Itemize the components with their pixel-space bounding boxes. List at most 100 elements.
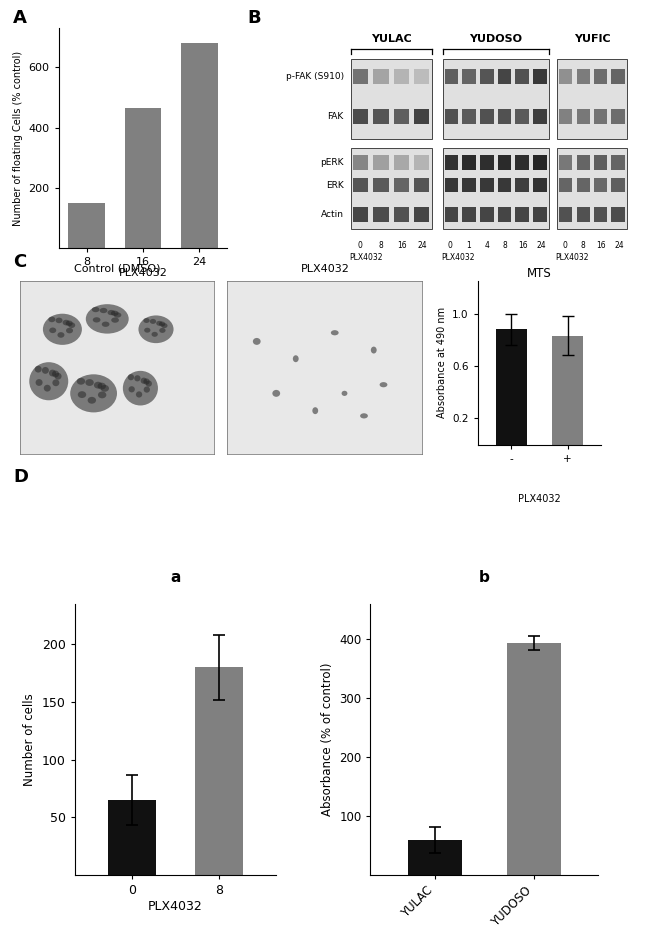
Bar <box>533 155 547 169</box>
Ellipse shape <box>253 338 261 344</box>
Bar <box>559 155 573 169</box>
Ellipse shape <box>62 320 70 326</box>
Text: 0: 0 <box>562 241 567 250</box>
Bar <box>533 69 547 84</box>
Bar <box>373 155 389 169</box>
Bar <box>559 208 573 222</box>
Bar <box>414 208 429 222</box>
Bar <box>463 178 476 193</box>
Bar <box>533 110 547 124</box>
Bar <box>463 208 476 222</box>
Bar <box>577 69 590 84</box>
Text: C: C <box>13 253 26 271</box>
Bar <box>515 155 529 169</box>
Bar <box>181 43 218 248</box>
Bar <box>463 110 476 124</box>
Ellipse shape <box>48 316 55 322</box>
Bar <box>414 178 429 193</box>
Text: 8: 8 <box>580 241 585 250</box>
Ellipse shape <box>52 371 59 377</box>
Bar <box>612 178 625 193</box>
Bar <box>533 178 547 193</box>
Ellipse shape <box>159 321 165 327</box>
Bar <box>373 110 389 124</box>
Text: 1: 1 <box>466 241 471 250</box>
Ellipse shape <box>159 328 166 333</box>
X-axis label: PLX4032: PLX4032 <box>148 900 203 913</box>
Text: PLX4032: PLX4032 <box>518 493 561 504</box>
Bar <box>445 178 458 193</box>
Bar <box>533 208 547 222</box>
Bar <box>443 148 549 229</box>
Text: PLX4032: PLX4032 <box>441 253 474 262</box>
Ellipse shape <box>98 391 107 399</box>
Ellipse shape <box>156 321 162 326</box>
Text: ERK: ERK <box>326 181 344 190</box>
Text: YUFIC: YUFIC <box>573 34 610 44</box>
Text: PLX4032: PLX4032 <box>300 264 350 274</box>
Text: 24: 24 <box>614 241 624 250</box>
X-axis label: PLX4032: PLX4032 <box>118 269 168 278</box>
Ellipse shape <box>42 367 49 373</box>
Bar <box>557 59 627 139</box>
Bar <box>414 69 429 84</box>
Bar <box>559 110 573 124</box>
Bar <box>353 155 369 169</box>
Bar <box>515 110 529 124</box>
Ellipse shape <box>138 315 174 344</box>
Ellipse shape <box>36 379 43 386</box>
Bar <box>445 110 458 124</box>
Bar <box>68 203 105 248</box>
Bar <box>612 69 625 84</box>
Ellipse shape <box>94 382 102 388</box>
Bar <box>496 329 527 445</box>
Ellipse shape <box>49 370 56 376</box>
Bar <box>414 155 429 169</box>
Bar <box>414 110 429 124</box>
Bar <box>594 208 607 222</box>
Bar <box>445 69 458 84</box>
Text: p-FAK (S910): p-FAK (S910) <box>285 72 344 81</box>
Text: 24: 24 <box>418 241 427 250</box>
Ellipse shape <box>68 322 75 328</box>
Ellipse shape <box>341 390 347 396</box>
Bar <box>480 110 493 124</box>
Bar <box>559 69 573 84</box>
Bar <box>393 69 409 84</box>
Text: PLX4032: PLX4032 <box>349 253 383 262</box>
Text: 8: 8 <box>502 241 507 250</box>
Text: A: A <box>13 9 27 27</box>
Ellipse shape <box>380 382 387 388</box>
Ellipse shape <box>144 328 150 332</box>
Ellipse shape <box>88 397 96 403</box>
Ellipse shape <box>144 318 150 323</box>
Ellipse shape <box>151 332 158 337</box>
Bar <box>195 667 243 875</box>
Ellipse shape <box>66 328 73 333</box>
Text: FAK: FAK <box>328 112 344 121</box>
Bar <box>463 69 476 84</box>
Bar <box>577 178 590 193</box>
Bar <box>498 110 512 124</box>
Ellipse shape <box>43 314 82 344</box>
Text: 0: 0 <box>448 241 453 250</box>
Ellipse shape <box>44 385 51 391</box>
Ellipse shape <box>49 328 57 333</box>
Bar <box>506 643 561 875</box>
Ellipse shape <box>292 356 298 362</box>
Bar <box>557 148 627 229</box>
Bar <box>612 208 625 222</box>
Text: 24: 24 <box>536 241 546 250</box>
Ellipse shape <box>78 391 86 398</box>
Bar <box>353 110 369 124</box>
Ellipse shape <box>53 379 59 387</box>
Bar <box>445 155 458 169</box>
Bar <box>353 178 369 193</box>
Ellipse shape <box>111 317 119 323</box>
Text: D: D <box>13 468 28 486</box>
Ellipse shape <box>34 366 42 373</box>
Ellipse shape <box>101 385 109 392</box>
Title: MTS: MTS <box>527 267 552 280</box>
Ellipse shape <box>114 313 122 317</box>
Text: 8: 8 <box>378 241 383 250</box>
